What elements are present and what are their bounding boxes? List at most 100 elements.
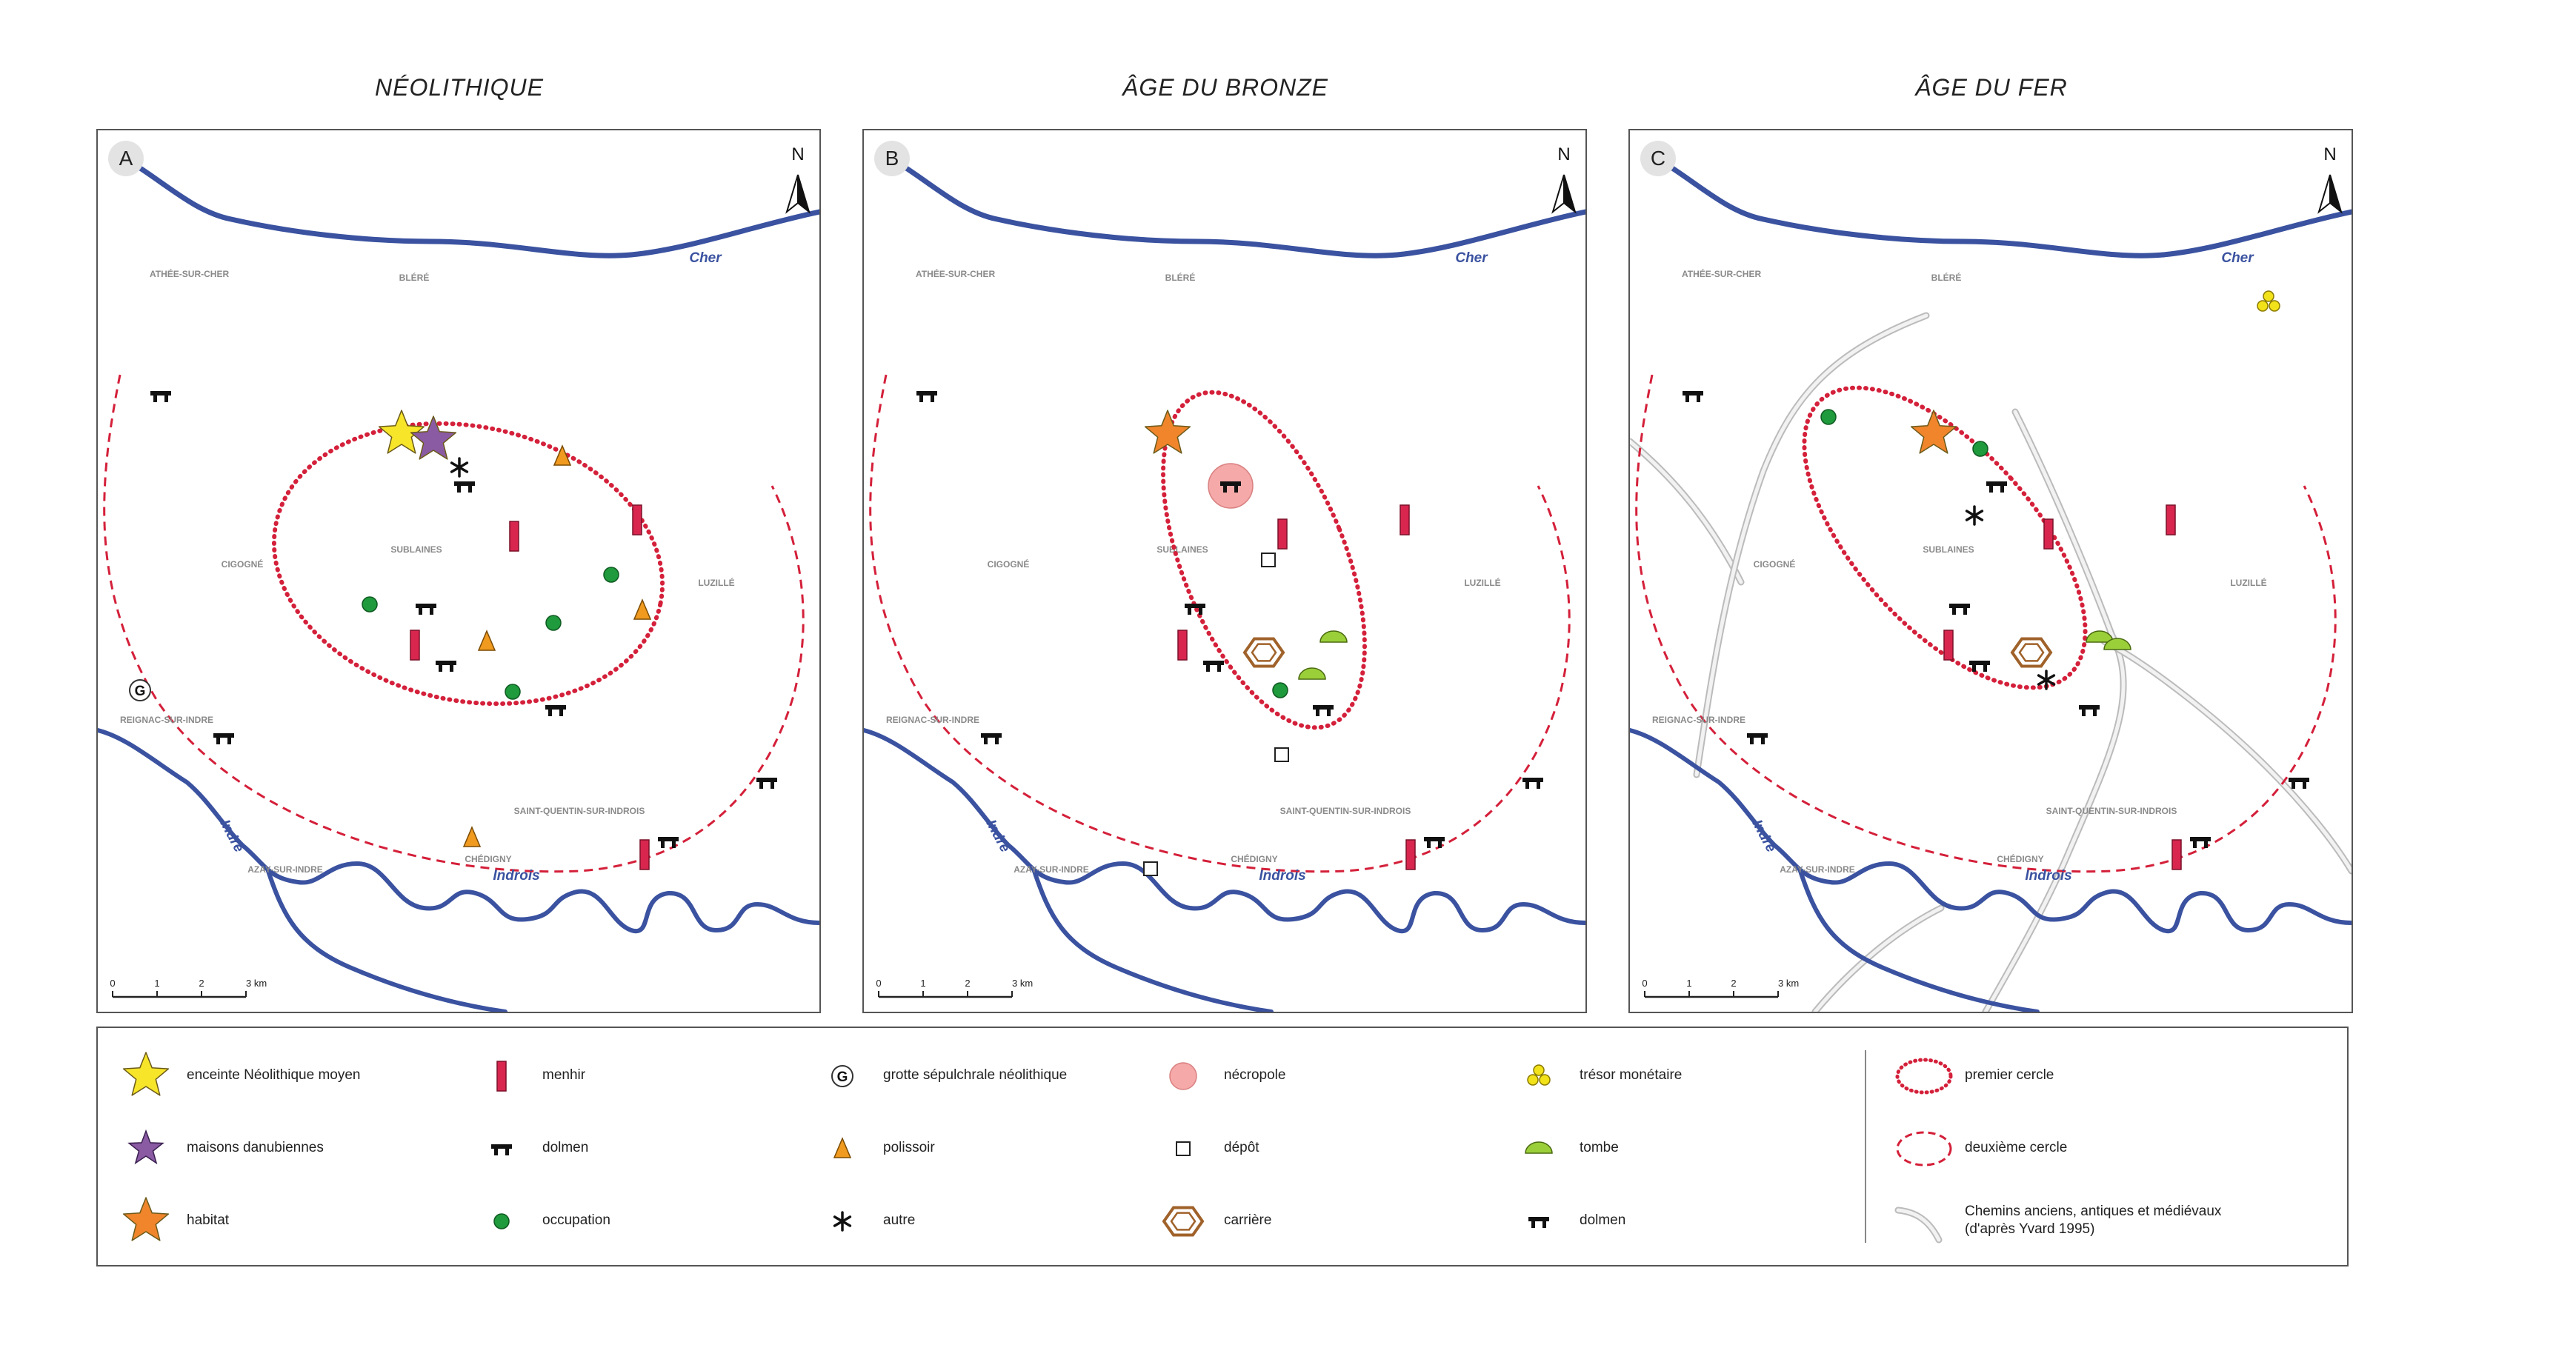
menhir-marker xyxy=(410,630,420,661)
deuxieme-cercle xyxy=(1635,374,2337,873)
dolmen-marker xyxy=(1747,733,1768,744)
river-label-cher: Cher xyxy=(689,250,722,266)
legend-symbol-tombe xyxy=(1525,1141,1553,1154)
depot-marker xyxy=(1274,747,1289,762)
town-label-cigogne: CIGOGNÉ xyxy=(222,558,264,570)
dolmen-marker xyxy=(756,778,777,789)
town-label-chedigny: CHÉDIGNY xyxy=(465,853,511,864)
polissoir-marker xyxy=(553,444,572,466)
panel-title-b: ÂGE DU BRONZE xyxy=(1122,74,1328,101)
scale-tick-label: 1 xyxy=(1686,978,1691,989)
yellow-star-icon xyxy=(122,1052,170,1096)
town-label-cigogne: CIGOGNÉ xyxy=(1754,558,1796,570)
town-label-azay: AZAY-SUR-INDRE xyxy=(1780,864,1855,875)
carriere-marker xyxy=(1242,637,1285,668)
legend-label: dolmen xyxy=(1580,1212,1626,1228)
dolmen-marker xyxy=(2289,778,2309,789)
panel-title-a: NÉOLITHIQUE xyxy=(375,74,544,101)
legend-item-polissoir: polissoir xyxy=(809,1115,1254,1182)
dolmen-marker xyxy=(454,481,475,493)
chemins xyxy=(1630,312,2352,1012)
dolmen-marker xyxy=(1969,661,1990,672)
town-label-reignac: REIGNAC-SUR-INDRE xyxy=(120,715,213,725)
scale-tick-label: 0 xyxy=(110,978,115,989)
deuxieme-cercle xyxy=(103,374,805,873)
north-label: N xyxy=(791,144,804,164)
scale-tick-label: 1 xyxy=(920,978,925,989)
autre-marker xyxy=(833,1211,852,1232)
markers: G xyxy=(129,391,777,870)
town-label-luzille: LUZILLÉ xyxy=(698,577,734,588)
legend-label: menhir xyxy=(542,1067,586,1083)
menhir-marker xyxy=(1277,518,1288,550)
north-arrow: N xyxy=(1551,144,1577,214)
dolmen-marker xyxy=(2079,705,2100,716)
legend-symbol-autre xyxy=(833,1211,852,1232)
scale-tick-label: 2 xyxy=(199,978,204,989)
grotte-marker: G xyxy=(129,679,151,701)
legend-item-tombe: tombe xyxy=(1505,1115,1950,1182)
legend-item-orange-star: habitat xyxy=(113,1188,557,1255)
dolmen-marker xyxy=(1185,604,1205,615)
map-panel-c[interactable]: ATHÉE-SUR-CHER BLÉRÉ CIGOGNÉ SUBLAINES LUZIL… xyxy=(1628,129,2353,1013)
scale-tick-label: 2 xyxy=(1731,978,1736,989)
legend-item-autre: autre xyxy=(809,1188,1254,1255)
svg-text:G: G xyxy=(837,1069,848,1085)
occupation-marker xyxy=(603,567,619,583)
legend-symbol-menhir xyxy=(496,1061,507,1092)
town-label-athee: ATHÉE-SUR-CHER xyxy=(150,268,229,279)
river-label-indre: Indre xyxy=(217,817,247,855)
panel-title-c: ÂGE DU FER xyxy=(1915,74,2068,101)
legend-divider xyxy=(1865,1050,1866,1243)
scale-tick-label: 3 km xyxy=(1012,978,1033,989)
river-indre xyxy=(864,728,1585,934)
menhir-marker xyxy=(496,1061,507,1092)
town-label-blere: BLÉRÉ xyxy=(1165,272,1196,283)
legend-label: deuxième cercle xyxy=(1965,1140,2068,1155)
legend-item-carriere: carrière xyxy=(1150,1188,1594,1255)
legend-item-dolmen: dolmen xyxy=(468,1115,913,1182)
dolmen-marker xyxy=(1424,837,1445,848)
north-label: N xyxy=(1557,144,1570,164)
dolmen-marker xyxy=(545,705,566,716)
river-indre-south xyxy=(1798,869,2040,1012)
town-label-sublaines: SUBLAINES xyxy=(1923,544,1974,555)
necropole-icon xyxy=(1169,1062,1197,1090)
scale-tick-label: 3 km xyxy=(1778,978,1799,989)
map-panel-a[interactable]: ATHÉE-SUR-CHER BLÉRÉ CIGOGNÉ SUBLAINES LUZIL… xyxy=(96,129,821,1013)
legend-label: enceinte Néolithique moyen xyxy=(187,1067,361,1083)
legend-symbol-deuxieme-cercle xyxy=(1896,1131,1952,1167)
legend-label: nécropole xyxy=(1224,1067,1286,1083)
base-map: ATHÉE-SUR-CHER BLÉRÉ CIGOGNÉ SUBLAINES LUZIL… xyxy=(864,157,1585,1012)
occupation-marker xyxy=(1272,682,1288,698)
map-panel-b[interactable]: ATHÉE-SUR-CHER BLÉRÉ CIGOGNÉ SUBLAINES LUZIL… xyxy=(862,129,1587,1013)
legend-item-deuxieme-cercle: deuxième cercle xyxy=(1891,1115,2335,1182)
legend-symbol-premier-cercle xyxy=(1895,1058,1953,1095)
dolmen-marker xyxy=(436,661,456,672)
menhir-marker xyxy=(1943,630,1954,661)
occupation-marker xyxy=(505,684,521,700)
tresor-marker xyxy=(1527,1064,1551,1086)
legend-symbol-depot xyxy=(1176,1141,1191,1156)
carriere-marker xyxy=(2010,637,2053,668)
river-indre-south xyxy=(1032,869,1274,1012)
menhir-marker xyxy=(2166,504,2176,535)
polissoir-marker xyxy=(833,1137,852,1158)
map-c: ATHÉE-SUR-CHER BLÉRÉ CIGOGNÉ SUBLAINES LUZIL… xyxy=(1630,141,2352,1012)
legend-label: grotte sépulchrale néolithique xyxy=(883,1067,1068,1083)
occupation-marker xyxy=(545,615,562,631)
dolmen-marker xyxy=(1203,661,1224,672)
town-label-azay: AZAY-SUR-INDRE xyxy=(1014,864,1089,875)
dolmen-marker xyxy=(1683,391,1703,402)
yellow-star-marker xyxy=(378,410,425,454)
premier-cercle xyxy=(271,421,665,707)
panel-letter: C xyxy=(1640,141,1676,176)
polissoir-marker xyxy=(462,826,482,847)
legend-symbol-dolmen xyxy=(1528,1217,1549,1228)
dolmen-marker xyxy=(1313,705,1334,716)
menhir-marker xyxy=(2043,518,2054,550)
legend-symbol-polissoir xyxy=(833,1137,852,1158)
autre-marker xyxy=(2037,670,2056,690)
svg-text:B: B xyxy=(885,147,899,170)
